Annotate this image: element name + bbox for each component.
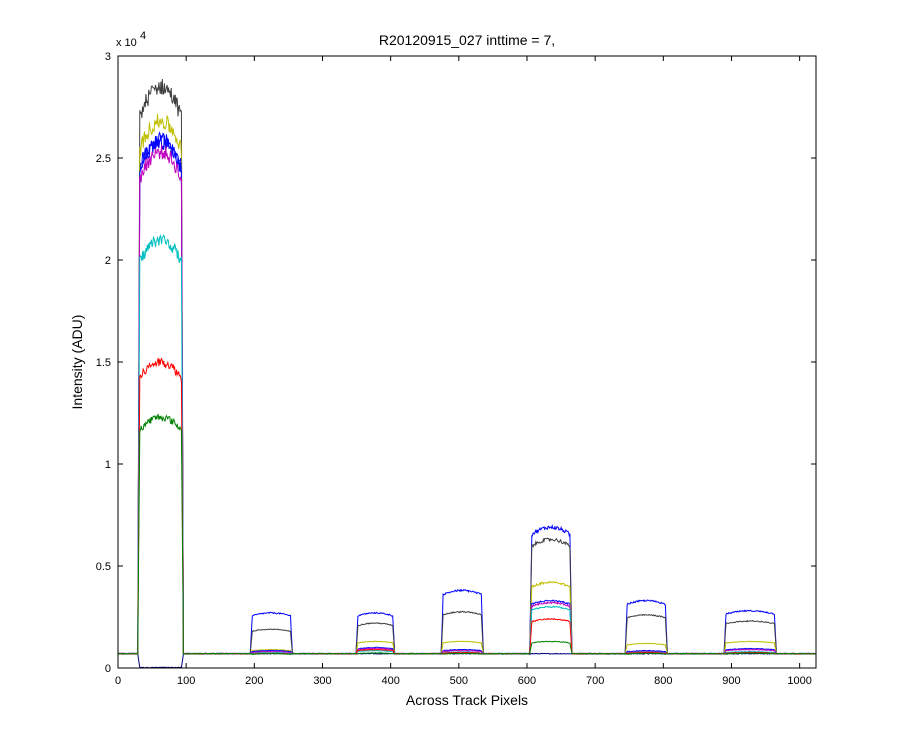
y-tick-label: 1.5 bbox=[96, 357, 111, 369]
x-axis-label: Across Track Pixels bbox=[406, 692, 528, 708]
y-axis-label: Intensity (ADU) bbox=[69, 315, 85, 410]
x-tick-label: 100 bbox=[177, 675, 195, 687]
series-line bbox=[117, 233, 816, 655]
y-tick-label: 2 bbox=[105, 255, 111, 267]
series-line bbox=[117, 131, 816, 655]
x-tick-label: 900 bbox=[722, 675, 740, 687]
series-line bbox=[117, 144, 816, 655]
series-line bbox=[118, 357, 816, 655]
x-tick-label: 400 bbox=[381, 675, 399, 687]
x-tick-label: 200 bbox=[245, 675, 263, 687]
tick-layer: 0 100 200 300 400 500 600 700 800 900 1000 0 0.5 1 1.5… bbox=[96, 51, 816, 687]
x-tick-label: 0 bbox=[115, 675, 121, 687]
series-line bbox=[117, 113, 816, 655]
series-line bbox=[117, 652, 816, 669]
plot-series-layer bbox=[117, 78, 816, 669]
y-tick-label: 2.5 bbox=[96, 153, 111, 165]
x-tick-label: 700 bbox=[586, 675, 604, 687]
x-tick-label: 1000 bbox=[787, 675, 811, 687]
axes-box bbox=[117, 55, 817, 669]
y-tick-label: 0.5 bbox=[96, 561, 111, 573]
x-tick-label: 500 bbox=[450, 675, 468, 687]
series-line bbox=[117, 413, 816, 656]
chart-title: R20120915_027 inttime = 7, bbox=[379, 32, 555, 48]
y-axis-multiplier: x 10 bbox=[116, 37, 137, 49]
x-tick-label: 600 bbox=[518, 675, 536, 687]
x-tick-label: 800 bbox=[654, 675, 672, 687]
series-line bbox=[117, 135, 816, 656]
y-axis-exponent: 4 bbox=[140, 30, 146, 42]
x-tick-label: 300 bbox=[313, 675, 331, 687]
y-tick-label: 3 bbox=[105, 51, 111, 63]
series-line bbox=[117, 78, 816, 656]
y-tick-label: 1 bbox=[105, 459, 111, 471]
y-tick-label: 0 bbox=[105, 663, 111, 675]
